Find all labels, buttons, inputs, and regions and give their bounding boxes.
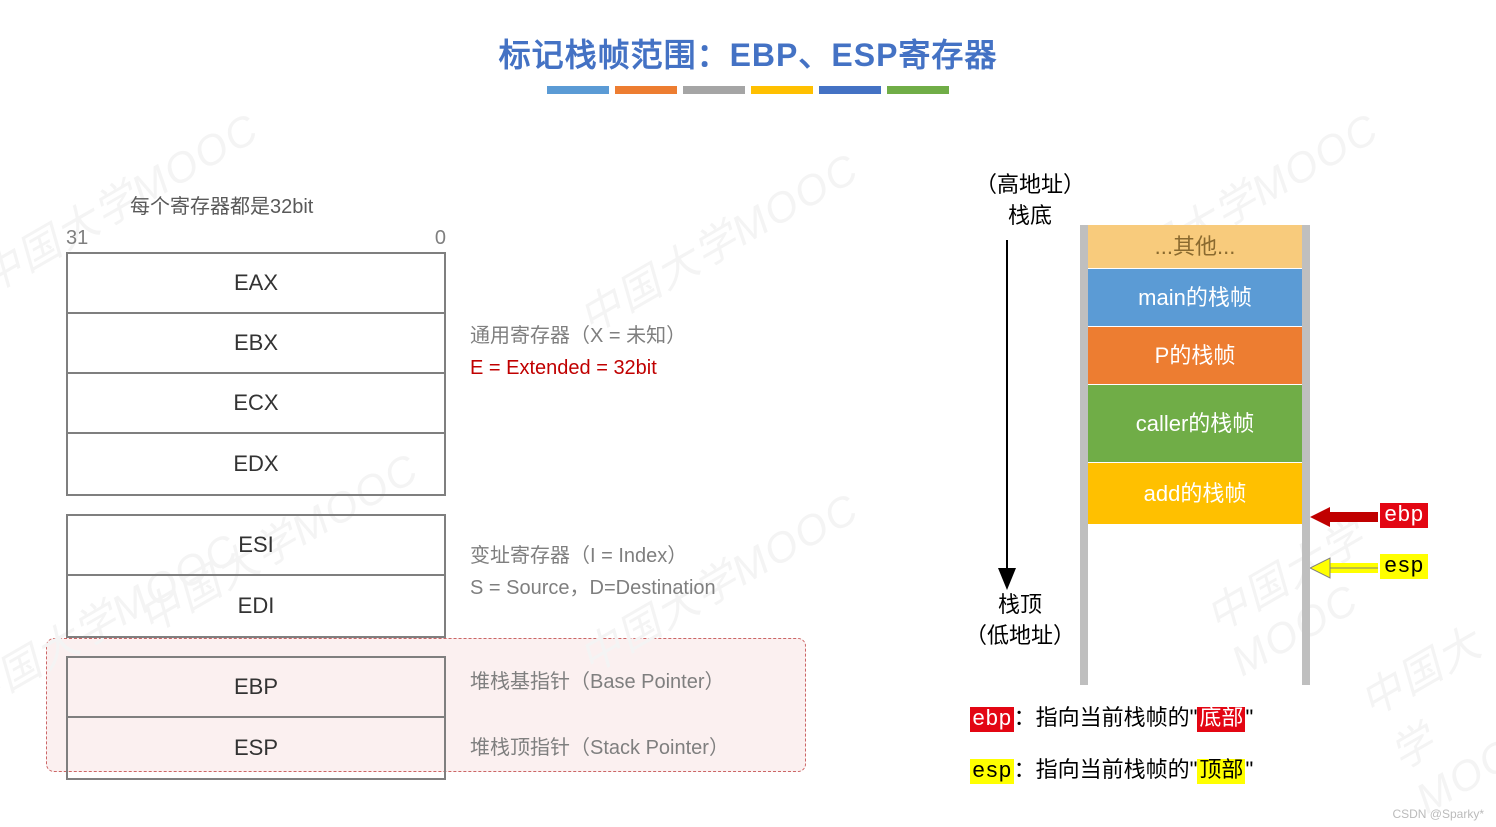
register-group: EBPESP: [66, 656, 446, 780]
register-cell: EAX: [68, 254, 444, 314]
ebp-pointer-label: ebp: [1380, 503, 1428, 528]
ebp-tag: ebp: [970, 707, 1014, 732]
growth-arrow-icon: [992, 240, 1022, 590]
esp-highlight-word: 顶部: [1197, 759, 1245, 784]
register-note: 通用寄存器（X = 未知）E = Extended = 32bit: [470, 320, 686, 384]
page-title: 标记栈帧范围：EBP、ESP寄存器: [0, 30, 1496, 76]
stack-column: ...其他...main的栈帧P的栈帧caller的栈帧add的栈帧: [1080, 225, 1310, 525]
stack-frame: P的栈帧: [1088, 327, 1302, 385]
esp-pointer-label: esp: [1380, 554, 1428, 579]
register-cell: ESI: [68, 516, 444, 576]
register-cell: EBX: [68, 314, 444, 374]
bit-low: 0: [435, 227, 446, 250]
register-group: ESIEDI: [66, 514, 446, 638]
register-group: EAXEBXECXEDX: [66, 252, 446, 496]
stack-frame: main的栈帧: [1088, 269, 1302, 327]
stack-frame: caller的栈帧: [1088, 385, 1302, 463]
ebp-description: ebp：指向当前栈帧的"底部": [970, 700, 1253, 732]
ebp-arrow-icon: [1310, 505, 1380, 529]
register-cell: ECX: [68, 374, 444, 434]
bit-labels: 31 0: [66, 227, 446, 250]
stack-wall-left: [1080, 225, 1088, 685]
esp-arrow-icon: [1310, 556, 1380, 580]
accent-underline: [0, 86, 1496, 94]
stack-wall-right: [1302, 225, 1310, 685]
registers-panel: 每个寄存器都是32bit 31 0 EAXEBXECXEDXESIEDIEBPE…: [40, 190, 780, 780]
bit-high: 31: [66, 227, 88, 250]
stack-frame: add的栈帧: [1088, 463, 1302, 525]
register-cell: EDX: [68, 434, 444, 494]
register-cell: EBP: [68, 658, 444, 718]
esp-tag: esp: [970, 759, 1014, 784]
esp-description: esp：指向当前栈帧的"顶部": [970, 752, 1253, 784]
register-note: 变址寄存器（I = Index）S = Source，D=Destination: [470, 540, 716, 604]
ebp-highlight-word: 底部: [1197, 707, 1245, 732]
high-addr-label: （高地址） 栈底: [970, 170, 1090, 232]
low-addr-label: 栈顶 （低地址）: [960, 590, 1080, 652]
stack-frame: ...其他...: [1088, 225, 1302, 269]
register-cell: EDI: [68, 576, 444, 636]
registers-caption: 每个寄存器都是32bit: [130, 190, 780, 219]
register-cell: ESP: [68, 718, 444, 778]
register-note: 堆栈基指针（Base Pointer）堆栈顶指针（Stack Pointer）: [470, 666, 729, 764]
credit-text: CSDN @Sparky*: [1392, 807, 1484, 821]
